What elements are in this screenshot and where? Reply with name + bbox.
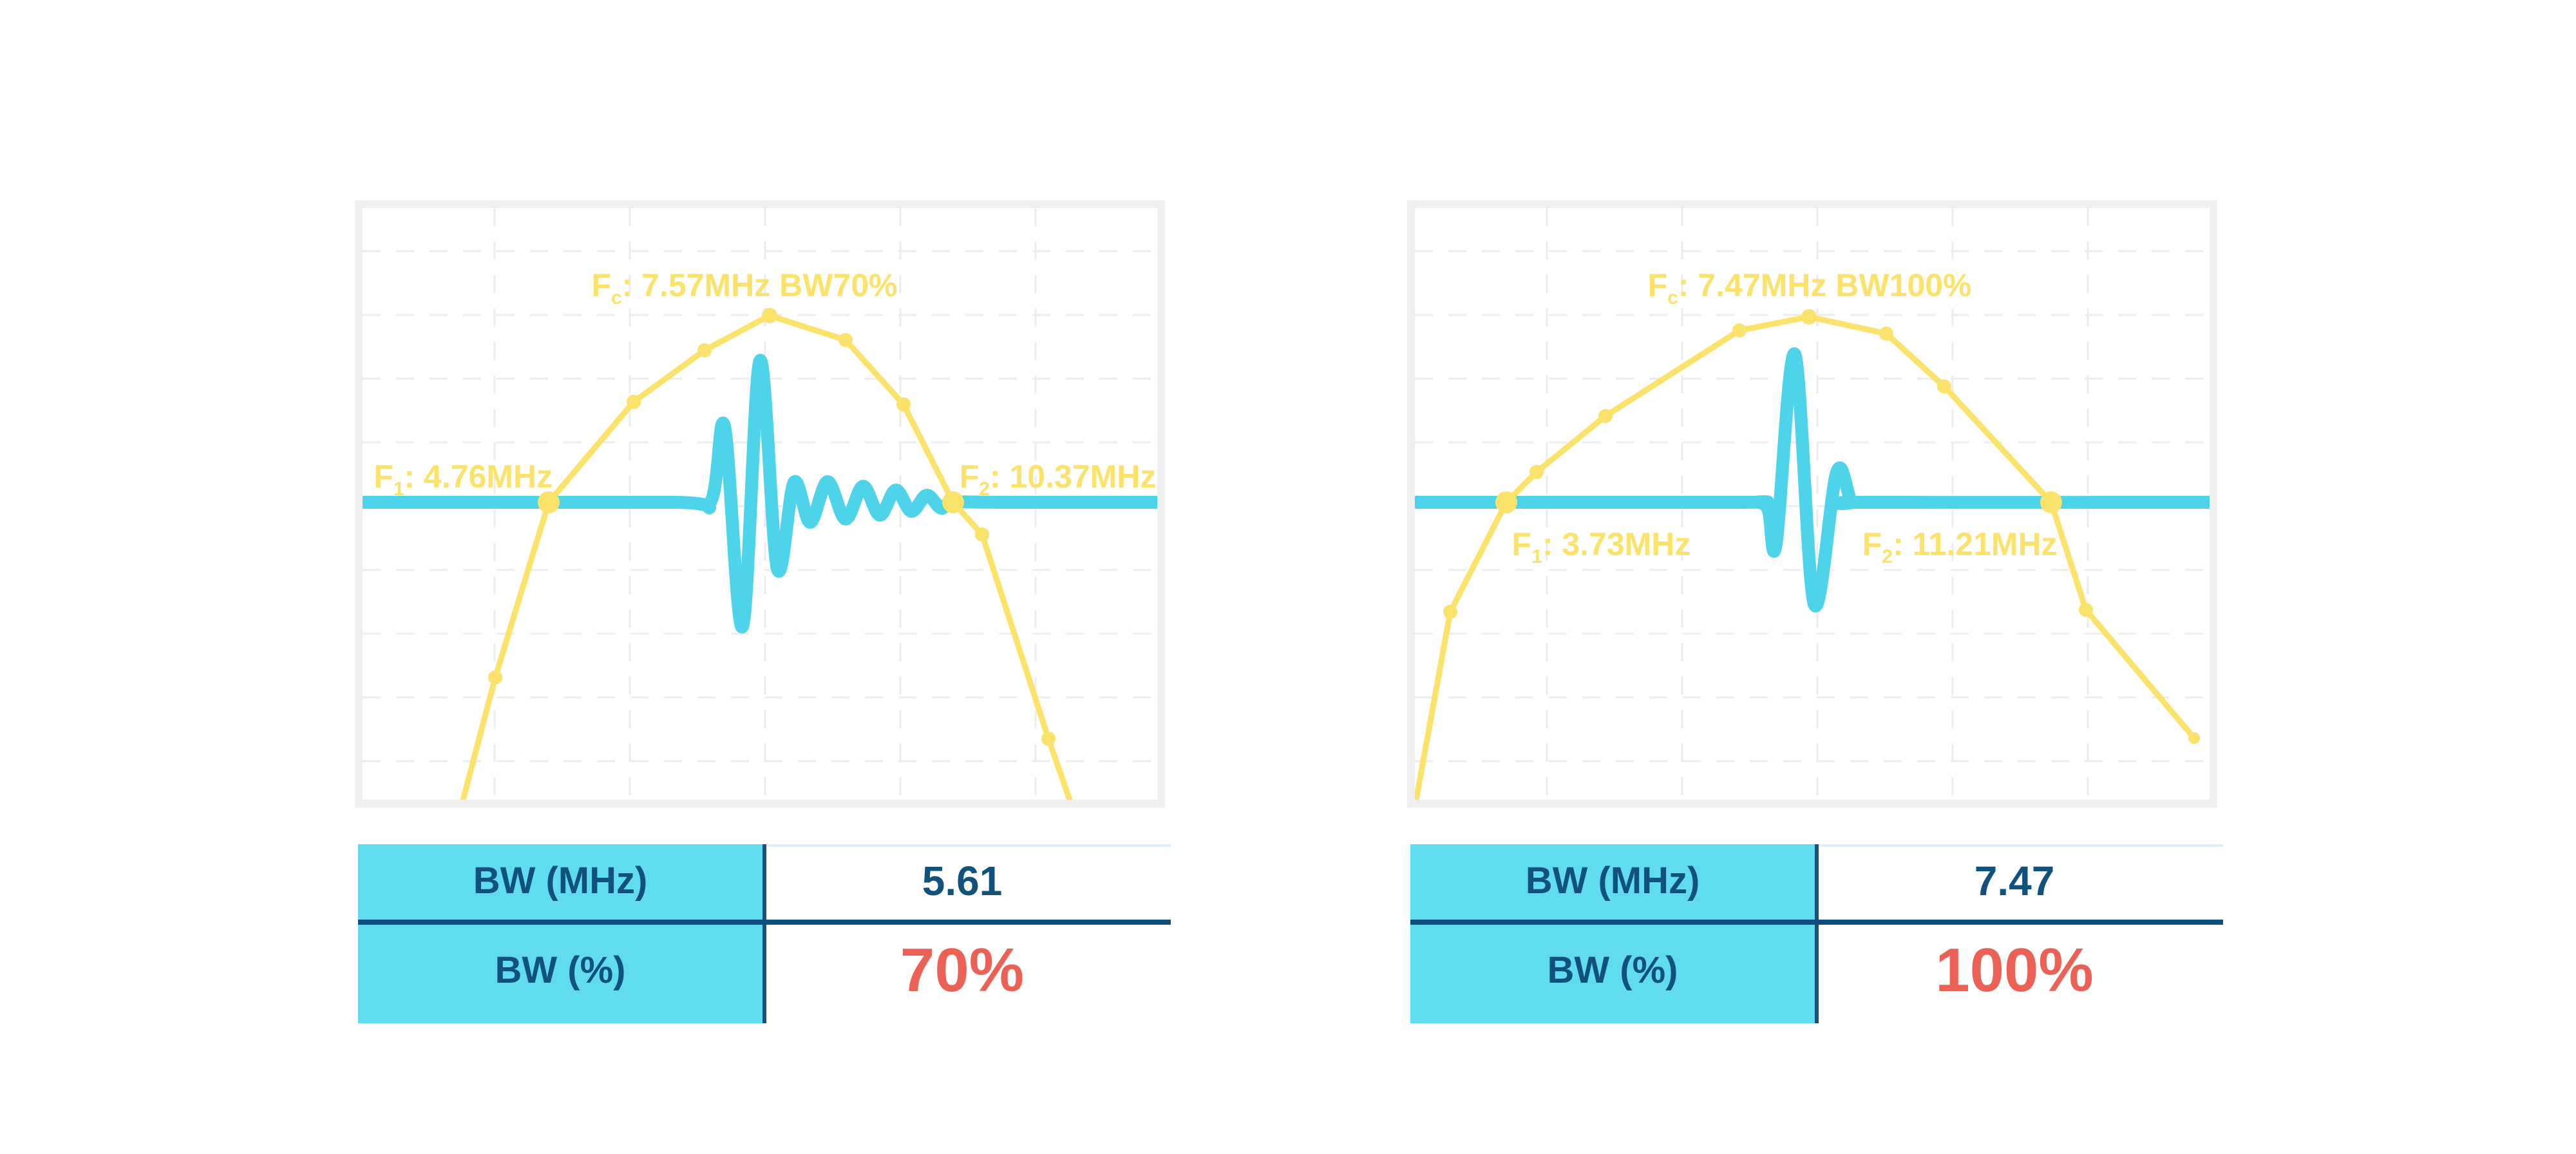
f2-annotation-left-sub: 2 <box>979 478 990 500</box>
envelope-marker <box>838 333 853 347</box>
bw-pct-value-right: 100% <box>1935 935 2094 1005</box>
bw-table-right-row-mhz: BW (MHz) 7.47 <box>1410 844 2210 917</box>
f1-annotation-right-prefix: F <box>1511 526 1532 563</box>
spectrum-envelope <box>460 312 1073 800</box>
envelope-marker <box>942 491 964 513</box>
spectrum-envelope <box>1415 314 2197 800</box>
plot-left: Fc: 7.57MHz BW70% F1: 4.76MHz F2: 10.37M… <box>355 200 1165 808</box>
bw-mhz-value-right: 7.47 <box>1974 857 2055 904</box>
plot-left-chart <box>363 208 1157 800</box>
envelope-marker <box>627 395 641 409</box>
envelope-marker <box>1879 326 1893 341</box>
fc-annotation-left-prefix: F <box>591 267 611 303</box>
bw-table-right: BW (MHz) 7.47 BW (%) 100% <box>1410 844 2223 1023</box>
envelope-marker <box>1530 465 1544 479</box>
pulse-waveform <box>1415 347 2210 612</box>
bw-mhz-label-right: BW (MHz) <box>1410 844 1819 917</box>
fc-annotation-right: Fc: 7.47MHz BW100% <box>1648 269 1972 308</box>
bw-mhz-value-left: 5.61 <box>922 857 1003 904</box>
bw-pct-value-left: 70% <box>900 935 1025 1005</box>
envelope-marker <box>488 670 502 685</box>
f2-annotation-right-prefix: F <box>1862 526 1882 563</box>
envelope-marker <box>697 343 712 357</box>
envelope-marker <box>762 308 777 323</box>
fc-annotation-right-prefix: F <box>1647 267 1668 303</box>
bw-table-left-divider <box>358 920 1171 925</box>
envelope-marker <box>538 491 560 513</box>
bw-table-right-row-pct: BW (%) 100% <box>1410 917 2210 1023</box>
bw-pct-label-right: BW (%) <box>1410 917 1819 1023</box>
bw-mhz-label-left: BW (MHz) <box>358 844 766 917</box>
envelope-marker <box>1801 309 1817 325</box>
f1-annotation-right-text: : 3.73MHz <box>1542 526 1691 563</box>
bw-table-left: BW (MHz) 5.61 BW (%) 70% <box>358 844 1171 1023</box>
fc-annotation-left: Fc: 7.57MHz BW70% <box>591 269 897 308</box>
f1-annotation-left: F1: 4.76MHz <box>374 460 553 499</box>
envelope-marker <box>1732 323 1747 337</box>
bw-table-left-row-pct: BW (%) 70% <box>358 917 1158 1023</box>
envelope-marker <box>1937 379 1951 393</box>
f1-annotation-left-text: : 4.76MHz <box>404 459 553 495</box>
fc-annotation-right-sub: c <box>1667 287 1678 308</box>
fc-annotation-left-text: : 7.57MHz BW70% <box>621 267 898 303</box>
f1-annotation-left-sub: 1 <box>393 478 404 500</box>
plot-right-chart <box>1415 208 2210 800</box>
pulse-waveform <box>363 354 1157 634</box>
f1-annotation-left-prefix: F <box>374 459 393 495</box>
f1-annotation-right: F1: 3.73MHz <box>1512 528 1691 567</box>
f2-annotation-left-text: : 10.37MHz <box>989 459 1157 495</box>
envelope-marker <box>975 527 989 542</box>
bw-table-left-row-mhz: BW (MHz) 5.61 <box>358 844 1158 917</box>
bw-pct-label-left: BW (%) <box>358 917 766 1023</box>
envelope-marker <box>2188 732 2200 744</box>
bw-table-right-divider <box>1410 920 2223 925</box>
f2-annotation-left: F2: 10.37MHz <box>960 460 1157 499</box>
fc-annotation-left-sub: c <box>611 287 622 308</box>
envelope-marker <box>1495 491 1517 513</box>
fc-annotation-right-text: : 7.47MHz BW100% <box>1678 267 1972 303</box>
f1-annotation-right-sub: 1 <box>1531 546 1542 568</box>
envelope-marker <box>1443 605 1457 619</box>
f2-annotation-left-prefix: F <box>959 459 980 495</box>
envelope-marker <box>1598 409 1613 423</box>
envelope-marker <box>1041 732 1056 746</box>
envelope-marker <box>2040 491 2062 513</box>
f2-annotation-right-text: : 11.21MHz <box>1892 526 2058 563</box>
envelope-marker <box>896 397 911 411</box>
f2-annotation-right: F2: 11.21MHz <box>1862 528 2058 567</box>
plot-right: Fc: 7.47MHz BW100% F1: 3.73MHz F2: 11.21… <box>1407 200 2217 808</box>
envelope-marker <box>2079 603 2093 617</box>
f2-annotation-right-sub: 2 <box>1882 546 1893 568</box>
